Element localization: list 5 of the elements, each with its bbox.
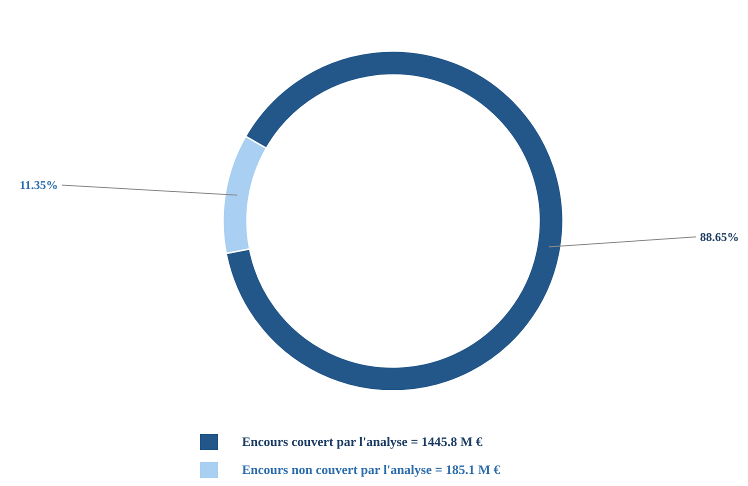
data-label: 88.65% [700, 230, 739, 244]
data-label: 11.35% [20, 178, 58, 192]
legend-label: Encours couvert par l'analyse = 1445.8 M € [242, 434, 482, 450]
donut-slice [225, 50, 564, 390]
legend-label: Encours non couvert par l'analyse = 185.1 M € [242, 462, 500, 478]
